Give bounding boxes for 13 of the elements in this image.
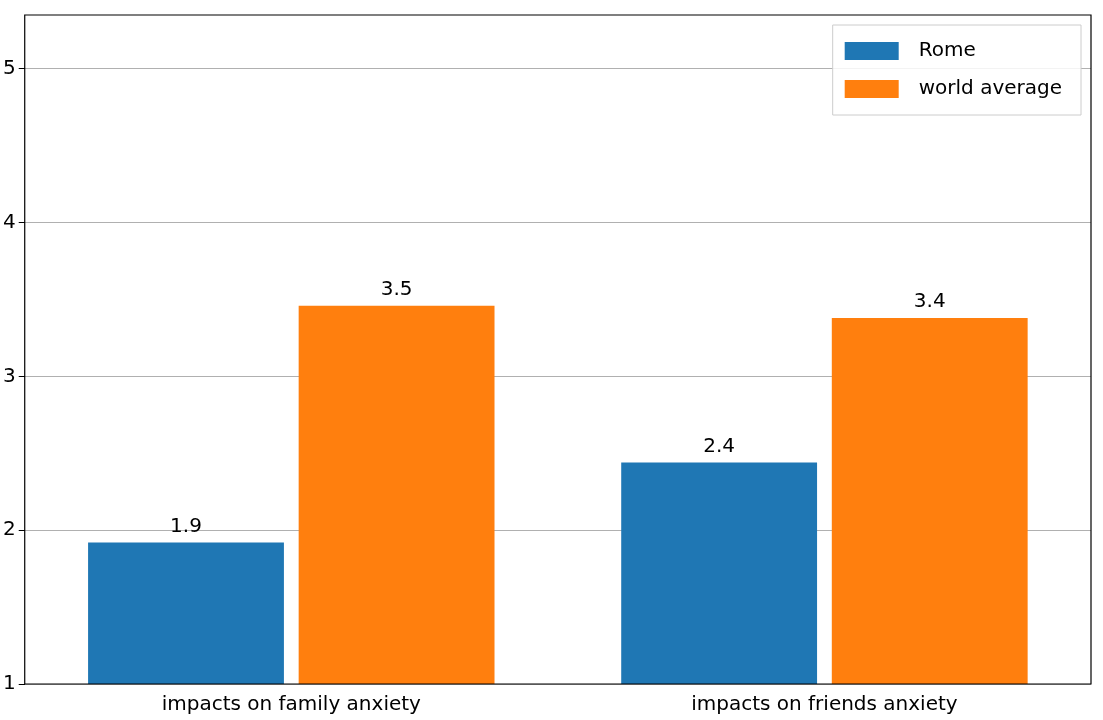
x-tick-label: impacts on friends anxiety <box>691 691 958 716</box>
data-label: 3.4 <box>913 288 946 313</box>
x-tick-label: impacts on family anxiety <box>161 691 422 716</box>
data-label: 1.9 <box>170 512 202 537</box>
data-label: 3.5 <box>380 275 413 300</box>
legend-label: Rome <box>918 37 976 62</box>
y-tick-label: 4 <box>2 208 16 233</box>
y-tick-label: 1 <box>2 670 16 695</box>
data-label: 2.4 <box>703 432 736 457</box>
y-tick-label: 2 <box>2 516 16 541</box>
y-tick-label: 3 <box>2 362 16 387</box>
y-tick-label: 5 <box>2 55 16 80</box>
legend-label: world average <box>918 75 1063 100</box>
